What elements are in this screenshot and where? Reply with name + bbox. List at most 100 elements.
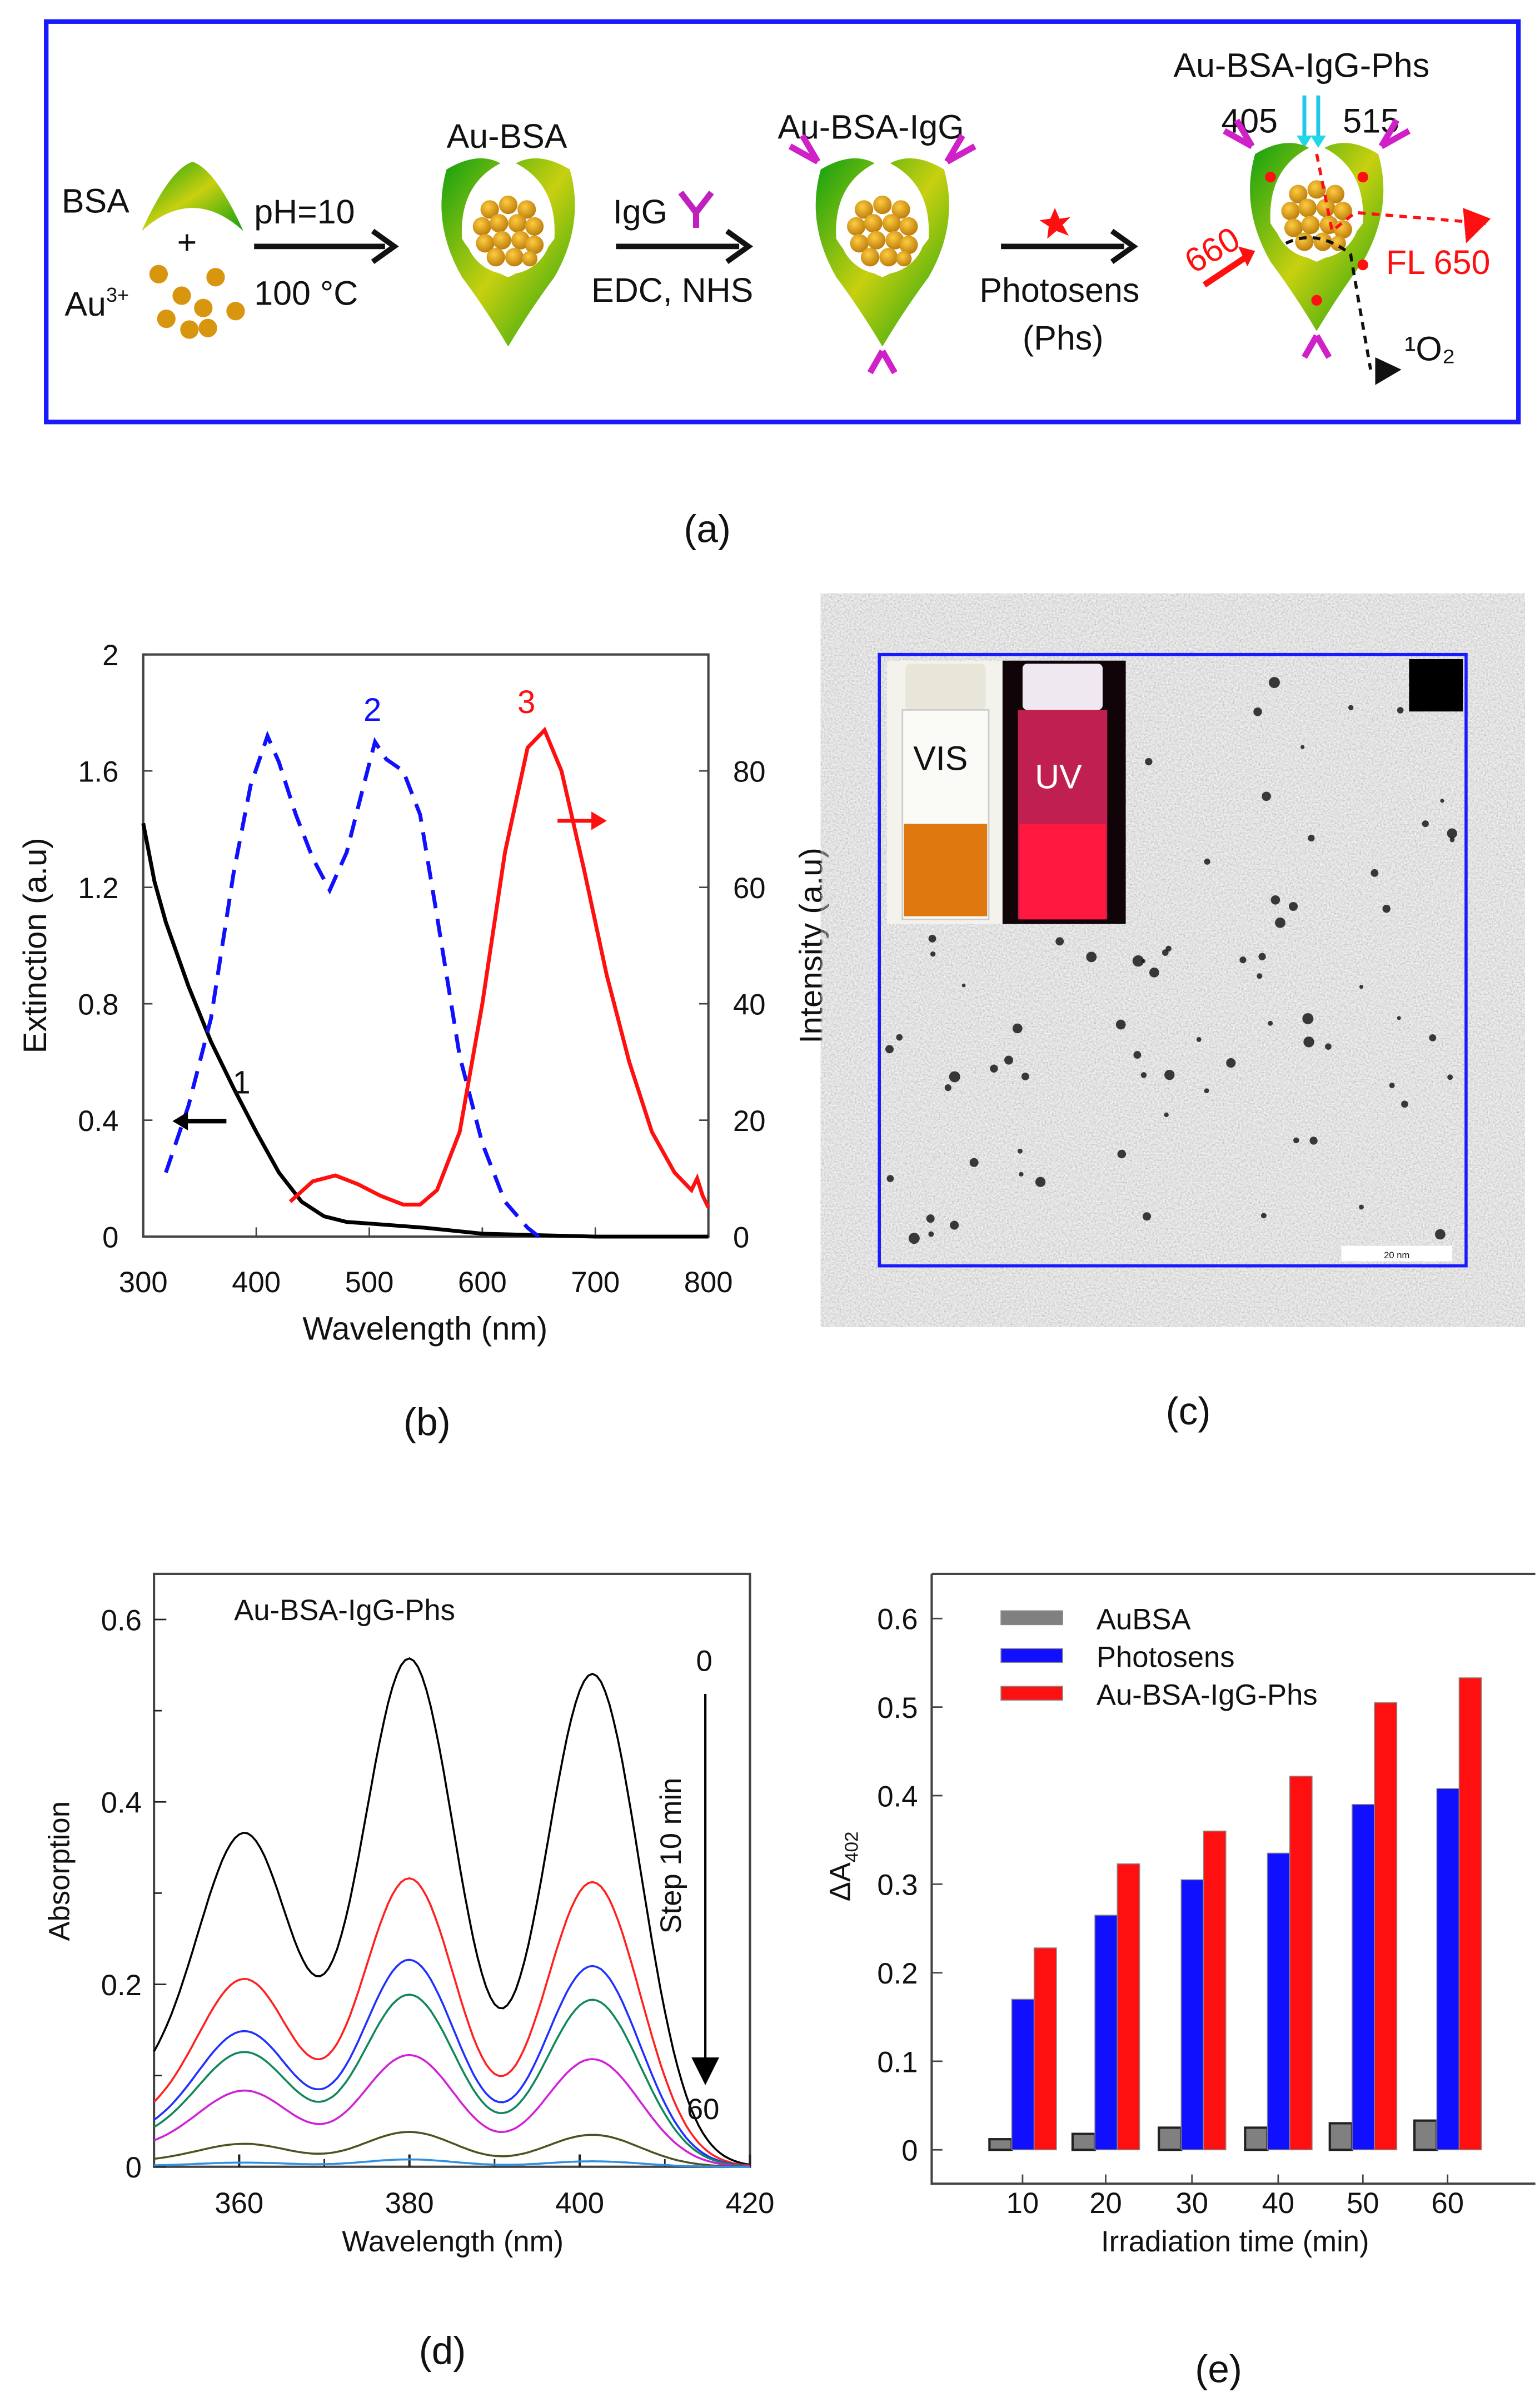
y-tick-label: 0.4 [101, 1787, 142, 1820]
nanoparticle [1257, 973, 1263, 979]
x-tick-label: 800 [684, 1266, 733, 1299]
nanoparticle [950, 1220, 959, 1230]
bar-au-bsa-igg-phs-20 [1117, 1863, 1140, 2151]
nanoparticle [1133, 1051, 1142, 1059]
panel-label-c: (c) [1166, 1389, 1211, 1433]
series-line-50-min [153, 2131, 750, 2168]
right-y-tick-label: 60 [733, 872, 766, 905]
nanoparticle [969, 1158, 979, 1167]
nanoparticle [928, 1231, 934, 1237]
x-tick-label: 420 [726, 2187, 775, 2220]
chart-d-arrow-start: 0 [696, 1644, 712, 1677]
nanoparticle [1140, 1072, 1147, 1078]
fluorescence-650-label: FL 650 [1386, 243, 1491, 281]
x-tick-label: 20 [1089, 2187, 1122, 2220]
chart-b-frame [142, 653, 710, 1238]
bar-aubsa-50 [1328, 2122, 1353, 2151]
nanoparticle [1204, 858, 1210, 865]
x-tick-label: 500 [345, 1266, 394, 1299]
nanoparticle [1397, 1016, 1401, 1020]
bsa-label: BSA [62, 182, 129, 220]
plus-sign: + [177, 223, 197, 261]
right-y-tick-label: 80 [733, 756, 766, 789]
x-tick-label: 400 [232, 1266, 281, 1299]
chart-e-y-axis-label: ΔA402 [824, 1832, 863, 1902]
x-tick-label: 30 [1175, 2187, 1208, 2220]
nanoparticle [1269, 677, 1280, 689]
nanoparticle [1004, 1055, 1014, 1065]
nanoparticle [1018, 1148, 1023, 1154]
legend-label-1: Photosens [1097, 1641, 1235, 1674]
chart-d-x-axis-label: Wavelength (nm) [342, 2225, 564, 2258]
nanoparticle [1303, 1036, 1314, 1048]
vis-vial-photo: VIS [887, 660, 1003, 924]
legend-label-2: Au-BSA-IgG-Phs [1097, 1678, 1318, 1711]
nanoparticle [885, 1045, 894, 1054]
bar-aubsa-10 [988, 2138, 1013, 2151]
chart-e-frame [930, 1572, 1536, 2185]
left-y-tick-label: 1.2 [78, 872, 118, 905]
left-y-tick-label: 0 [102, 1221, 118, 1254]
x-tick-label: 380 [385, 2187, 434, 2220]
nanoparticle [1308, 834, 1315, 842]
scale-bar-label: 20 nm [1384, 1250, 1409, 1260]
nanoparticle [1389, 1082, 1395, 1088]
chart-d-frame [153, 1572, 751, 2168]
bar-au-bsa-igg-phs-60 [1458, 1677, 1482, 2151]
au3-label: Au3+ [64, 283, 129, 323]
bar-photosens-40 [1267, 1852, 1290, 2151]
nanoparticle [961, 983, 966, 988]
nanoparticle [1143, 1212, 1152, 1221]
au-bsa-igg-label: Au-BSA-IgG [778, 108, 964, 146]
nanoparticle [1239, 956, 1247, 964]
nanoparticle [1204, 1088, 1209, 1094]
nanoparticle [1359, 1204, 1364, 1210]
nanoparticle [949, 1071, 960, 1083]
x-tick-label: 40 [1262, 2187, 1295, 2220]
nanoparticle [1382, 904, 1391, 913]
bar-au-bsa-igg-phs-30 [1203, 1830, 1227, 2151]
bar-aubsa-20 [1071, 2132, 1097, 2151]
nanoparticle [1086, 951, 1097, 963]
x-tick-label: 60 [1431, 2187, 1464, 2220]
right-y-tick-label: 40 [733, 989, 766, 1021]
series-2-line [164, 730, 540, 1238]
nanoparticle [1309, 1137, 1318, 1145]
nanoparticle [1325, 1043, 1332, 1050]
uv-vial-photo: UV [1002, 660, 1126, 924]
au-bsa-igg-phs-label: Au-BSA-IgG-Phs [1173, 47, 1429, 84]
nanoparticle [1145, 758, 1153, 766]
x-tick-label: 50 [1347, 2187, 1379, 2220]
nanoparticle [908, 1233, 920, 1244]
step1-condition-ph: pH=10 [254, 193, 355, 231]
x-tick-label: 600 [458, 1266, 507, 1299]
nanoparticle [1132, 955, 1144, 967]
nanoparticle [1359, 985, 1364, 989]
panel-c-tem-image: VIS UV 20 nm (c) [878, 652, 1468, 1433]
panel-label-e: (e) [1195, 2348, 1242, 2391]
singlet-oxygen-label: ¹O₂ [1404, 330, 1455, 367]
nanoparticle [1289, 901, 1298, 911]
nanoparticle [1397, 707, 1404, 714]
series-line-60-min [154, 2158, 750, 2168]
step2-reagents: EDC, NHS [591, 271, 753, 309]
nanoparticle [1275, 917, 1285, 928]
panel-label-d: (d) [419, 2329, 466, 2372]
chart-d-step-label: Step 10 min [655, 1778, 687, 1934]
nanoparticle [886, 1175, 894, 1182]
nanoparticle [1055, 937, 1064, 946]
nanoparticle [1260, 1213, 1267, 1219]
au-bsa-igg-particle-icon [788, 134, 976, 375]
fluorescence-arrow-icon [1463, 208, 1491, 243]
bar-au-bsa-igg-phs-10 [1033, 1947, 1057, 2151]
legend-swatch-1 [1000, 1648, 1063, 1663]
legend-swatch-2 [1000, 1686, 1063, 1701]
chart-b-left-y-axis-label: Extinction (a.u) [17, 838, 53, 1053]
nanoparticle [1196, 1036, 1202, 1042]
left-y-tick-label: 2 [102, 639, 118, 672]
bar-photosens-60 [1436, 1788, 1460, 2151]
scale-bar [1341, 1245, 1453, 1262]
right-y-tick-label: 0 [733, 1221, 749, 1254]
chart-d-title: Au-BSA-IgG-Phs [234, 1594, 455, 1627]
chart-d-arrow-end: 60 [687, 2093, 720, 2126]
